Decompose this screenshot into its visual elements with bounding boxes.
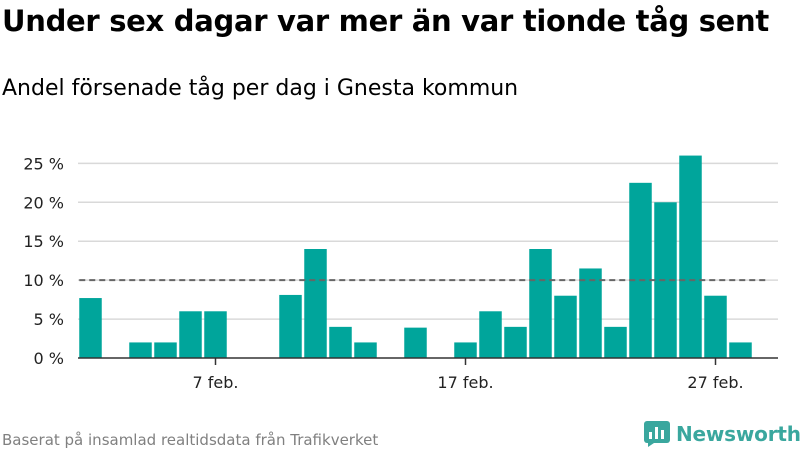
- x-tick-label: 17 feb.: [437, 373, 493, 392]
- bar: [154, 342, 177, 358]
- bar: [304, 249, 327, 358]
- bar: [129, 342, 152, 358]
- y-tick-label: 5 %: [34, 310, 64, 329]
- brand[interactable]: Newsworthy: [644, 420, 800, 448]
- chart-title: Under sex dagar var mer än var tionde tå…: [2, 4, 769, 38]
- y-tick-label: 25 %: [23, 154, 64, 173]
- x-tick-label: 27 feb.: [687, 373, 743, 392]
- bar: [654, 202, 677, 358]
- bars: [79, 155, 752, 358]
- bar: [554, 295, 577, 358]
- bar: [179, 311, 202, 358]
- y-tick-label: 15 %: [23, 232, 64, 251]
- y-tick-label: 0 %: [34, 349, 64, 368]
- bar: [579, 268, 602, 358]
- y-axis-ticks: 0 % 5 % 10 % 15 % 20 % 25 %: [23, 154, 64, 368]
- y-tick-label: 20 %: [23, 193, 64, 212]
- brand-name: Newsworthy: [676, 422, 800, 446]
- source-note: Baserat på insamlad realtidsdata från Tr…: [2, 431, 379, 449]
- bar: [79, 298, 102, 358]
- x-axis-ticks: 7 feb. 17 feb. 27 feb.: [193, 358, 744, 392]
- bar: [679, 155, 702, 358]
- bar: [479, 311, 502, 358]
- newsworthy-logo-icon: [644, 421, 670, 447]
- bar: [604, 326, 627, 358]
- bar: [204, 311, 227, 358]
- bar: [404, 327, 427, 358]
- bar-chart: 0 % 5 % 10 % 15 % 20 % 25 % 7 feb. 17 feb. 27 f…: [23, 154, 778, 392]
- y-tick-label: 10 %: [23, 271, 64, 290]
- x-tick-label: 7 feb.: [193, 373, 239, 392]
- bar: [529, 249, 552, 358]
- bar: [279, 294, 302, 358]
- bar: [504, 326, 527, 358]
- bar: [329, 326, 352, 358]
- bar: [729, 342, 752, 358]
- bar: [704, 295, 727, 358]
- bar: [454, 342, 477, 358]
- bar: [629, 182, 652, 358]
- bar: [354, 342, 377, 358]
- chart-subtitle: Andel försenade tåg per dag i Gnesta kom…: [2, 76, 519, 101]
